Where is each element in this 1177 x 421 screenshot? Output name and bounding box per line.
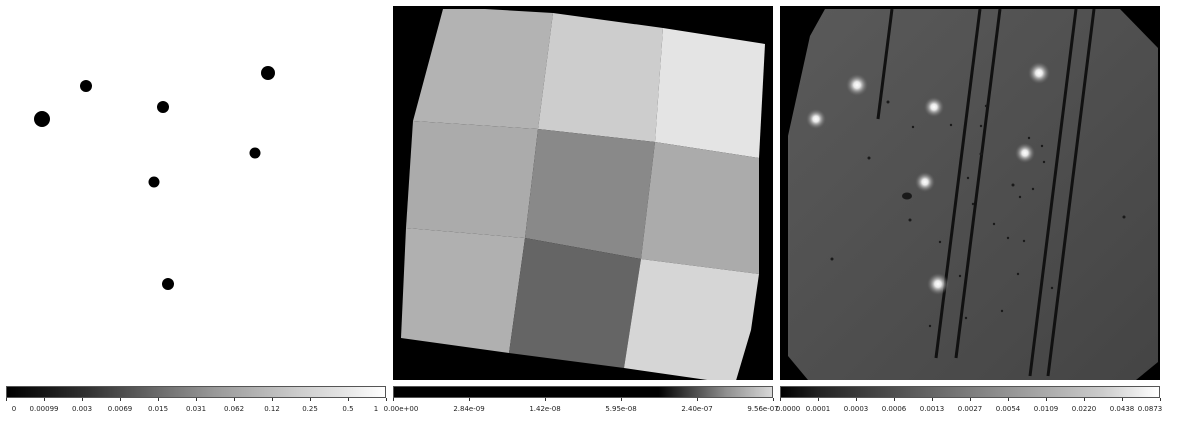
colorbar-tick-mark — [234, 398, 235, 401]
mask-image-panel — [6, 6, 386, 380]
mask-dot — [148, 176, 160, 188]
mask-dot — [162, 278, 174, 290]
colorbar-tick-mark — [310, 398, 311, 401]
star — [846, 74, 868, 96]
colorbar-tick-label: 1 — [373, 405, 379, 413]
colorbar-tick-label: 0.0003 — [843, 405, 869, 413]
colorbar-tick-mark — [393, 398, 394, 401]
mask-colorbar-ticks: 0 0.00099 0.003 0.0069 0.015 0.031 0.062 0.12 0.… — [6, 398, 387, 418]
exposure-colorbar — [393, 386, 773, 398]
chip-gaps — [876, 8, 1096, 377]
colorbar-tick-label: 0.0220 — [1071, 405, 1097, 413]
mask-dot — [34, 111, 50, 127]
colorbar-tick-mark — [44, 398, 45, 401]
colorbar-tick-mark — [1160, 398, 1161, 401]
star — [1028, 62, 1050, 84]
exposure-map-image — [393, 6, 773, 380]
colorbar-tick-label: 0.12 — [264, 405, 280, 413]
colorbar-tick-label: 0.0027 — [957, 405, 983, 413]
colorbar-tick-label: 1.42e-08 — [529, 405, 561, 413]
science-colorbar-ticks: 0.0000 0.0001 0.0003 0.0006 0.0013 0.0027 0.00… — [776, 398, 1163, 418]
star — [806, 109, 826, 129]
colorbar-tick-mark — [272, 398, 273, 401]
exposure-map-panel — [393, 6, 773, 380]
science-colorbar — [780, 386, 1160, 398]
colorbar-tick-mark — [818, 398, 819, 401]
colorbar-tick-mark — [856, 398, 857, 401]
colorbar-tick-mark — [1084, 398, 1085, 401]
colorbar-tick-mark — [348, 398, 349, 401]
colorbar-tick-mark — [82, 398, 83, 401]
colorbar-tick-label: 0.5 — [342, 405, 354, 413]
colorbar-tick-label: 0.0001 — [805, 405, 831, 413]
colorbar-tick-label: 0.0000 — [775, 405, 801, 413]
star — [927, 273, 949, 295]
science-image-panel — [780, 6, 1160, 380]
colorbar-tick-label: 0.0438 — [1109, 405, 1135, 413]
colorbar-tick-mark — [697, 398, 698, 401]
colorbar-tick-mark — [158, 398, 159, 401]
colorbar-tick-label: 0.031 — [185, 405, 207, 413]
stars — [806, 62, 1050, 295]
colorbar-tick-label: 9.56e-07 — [747, 405, 779, 413]
mask-dot — [157, 101, 169, 113]
colorbar-tick-mark — [386, 398, 387, 401]
mask-dot — [80, 80, 92, 92]
exposure-colorbar-ticks: 0.00e+00 2.84e-09 1.42e-08 5.95e-08 2.40e-07… — [384, 398, 779, 418]
mask-image — [6, 6, 386, 380]
star — [1015, 143, 1035, 163]
colorbar-tick-mark — [1122, 398, 1123, 401]
colorbar-tick-label: 0.0054 — [995, 405, 1021, 413]
colorbar-tick-label: 0.00e+00 — [383, 405, 419, 413]
colorbar-tick-mark — [894, 398, 895, 401]
colorbar-tick-mark — [120, 398, 121, 401]
colorbar-tick-mark — [545, 398, 546, 401]
colorbar-tick-mark — [1046, 398, 1047, 401]
colorbar-tick-mark — [780, 398, 781, 401]
colorbar-tick-label: 0.0873 — [1137, 405, 1163, 413]
star — [915, 172, 935, 192]
colorbar-tick-label: 0.00099 — [29, 405, 59, 413]
colorbar-tick-label: 0.0013 — [919, 405, 945, 413]
colorbar-tick-mark — [621, 398, 622, 401]
colorbar-tick-mark — [6, 398, 7, 401]
colorbar-tick-label: 0.0109 — [1033, 405, 1059, 413]
colorbar-tick-label: 2.40e-07 — [681, 405, 713, 413]
colorbar-tick-label: 0.003 — [71, 405, 93, 413]
colorbar-tick-mark — [970, 398, 971, 401]
colorbar-tick-label: 0.0006 — [881, 405, 907, 413]
mask-colorbar — [6, 386, 386, 398]
colorbar-tick-mark — [469, 398, 470, 401]
star — [924, 97, 944, 117]
exposure-tiles — [401, 9, 765, 380]
colorbar-tick-mark — [932, 398, 933, 401]
colorbar-tick-label: 0.25 — [302, 405, 318, 413]
colorbar-tick-mark — [196, 398, 197, 401]
colorbar-tick-label: 5.95e-08 — [605, 405, 637, 413]
mask-dot — [261, 66, 275, 80]
colorbar-tick-label: 2.84e-09 — [453, 405, 485, 413]
colorbar-tick-mark — [1008, 398, 1009, 401]
colorbar-tick-label: 0 — [11, 405, 17, 413]
masked-specks — [830, 100, 1126, 328]
colorbar-tick-label: 0.015 — [147, 405, 169, 413]
colorbar-tick-mark — [773, 398, 774, 401]
mask-dot — [249, 147, 261, 159]
science-image — [780, 6, 1160, 380]
colorbar-tick-label: 0.062 — [223, 405, 245, 413]
colorbar-tick-label: 0.0069 — [107, 405, 133, 413]
